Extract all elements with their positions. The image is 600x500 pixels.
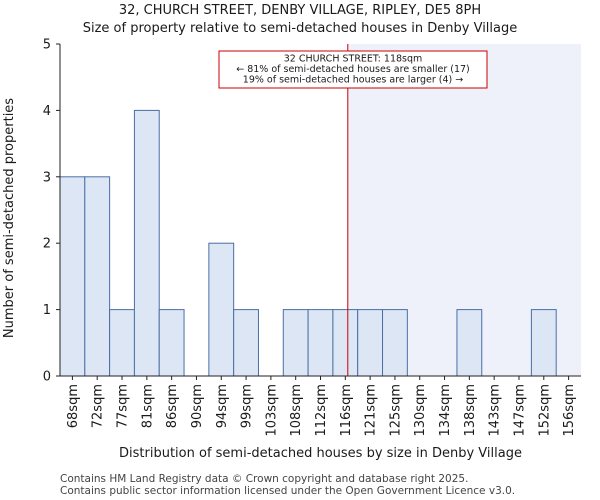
annotation-line: 32 CHURCH STREET: 118sqm (284, 54, 423, 65)
annotation-box (218, 50, 488, 89)
axes: 0 1 2 3 4 5 68sqm 72sqm 77sqm 81sqm 86sqm 90sqm 94sq… (2, 38, 581, 461)
x-tick-label: 68sqm (66, 384, 81, 428)
x-tick-label: 90sqm (190, 384, 205, 428)
chart-title: Size of property relative to semi-detach… (82, 21, 518, 36)
x-tick-label: 121sqm (364, 384, 379, 437)
x-tick-label: 112sqm (314, 384, 329, 437)
x-tick-label: 143sqm (488, 384, 503, 437)
annotation-line: 19% of semi-detached houses are larger (… (243, 75, 463, 86)
bar-81sqm (133, 109, 160, 377)
bar-72sqm (84, 176, 111, 377)
chart-title-address: 32, CHURCH STREET, DENBY VILLAGE, RIPLEY… (118, 3, 482, 18)
x-tick-label: 77sqm (116, 384, 131, 428)
x-tick-label: 86sqm (165, 384, 180, 428)
bar-99sqm (233, 309, 259, 377)
footer-licence: Contains public sector information licen… (60, 485, 516, 497)
x-tick-label: 103sqm (264, 384, 279, 437)
bar-121sqm (357, 309, 384, 377)
x-tick-label: 94sqm (215, 384, 230, 428)
bar-108sqm (282, 309, 309, 377)
x-tick-label: 116sqm (339, 384, 354, 437)
x-tick-label: 81sqm (140, 384, 155, 428)
y-tick-label: 4 (43, 104, 51, 119)
x-tick-label: 134sqm (438, 384, 453, 437)
x-tick-label: 138sqm (463, 384, 478, 437)
bar-112sqm (307, 309, 334, 377)
y-tick-label: 5 (43, 38, 51, 53)
x-tick-label: 99sqm (240, 384, 255, 428)
x-axis-title: Distribution of semi-detached houses by … (119, 446, 522, 461)
bar-77sqm (109, 309, 135, 377)
x-tick-label: 72sqm (91, 384, 106, 428)
bar-138sqm (456, 309, 483, 377)
x-tick-label: 130sqm (413, 384, 428, 437)
x-tick-label: 125sqm (388, 384, 403, 437)
y-axis-title: Number of semi-detached properties (2, 98, 17, 338)
bar-86sqm (158, 309, 185, 377)
footer-copyright: Contains HM Land Registry data © Crown c… (60, 473, 469, 485)
marker: 32 CHURCH STREET: 118sqm← 81% of semi-de… (218, 44, 488, 376)
y-tick-label: 3 (43, 170, 51, 185)
x-tick-label: 152sqm (537, 384, 552, 437)
y-tick-label: 1 (43, 303, 51, 318)
x-tick-label: 108sqm (289, 384, 304, 437)
annotation-line: ← 81% of semi-detached houses are smalle… (236, 64, 470, 75)
bar-94sqm (208, 242, 235, 377)
bars (59, 109, 557, 377)
x-tick-label: 147sqm (512, 384, 527, 437)
y-tick-label: 2 (43, 237, 51, 252)
bar-116sqm (332, 309, 359, 377)
y-tick-label: 0 (43, 370, 51, 385)
bar-125sqm (382, 309, 408, 377)
bar-68sqm (59, 176, 86, 377)
bar-152sqm (530, 309, 557, 377)
x-tick-label: 156sqm (562, 384, 577, 437)
